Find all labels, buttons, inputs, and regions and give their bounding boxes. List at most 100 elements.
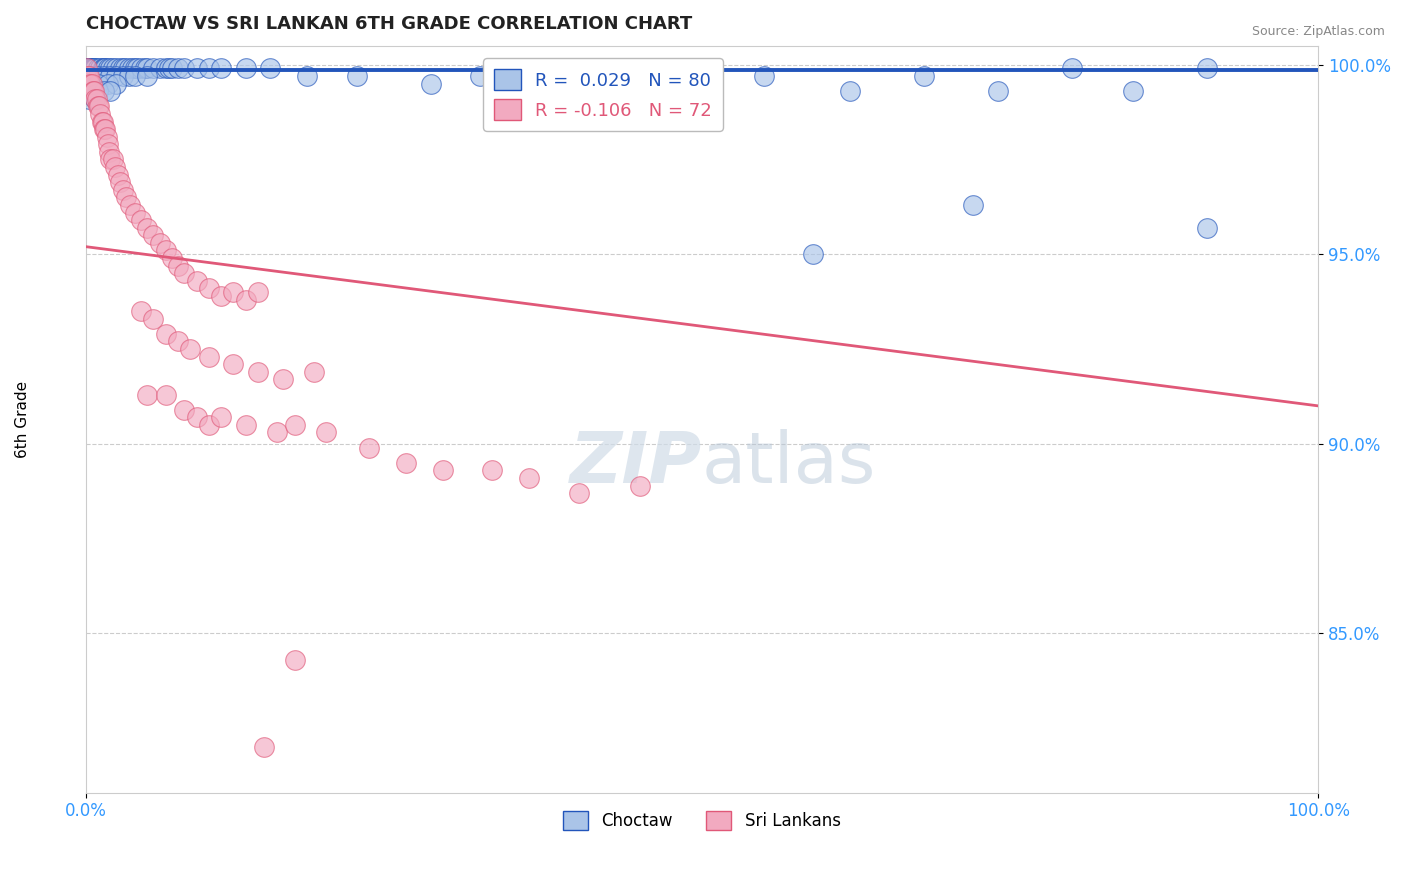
Point <box>121 62 143 76</box>
Point <box>136 69 159 83</box>
Point <box>155 387 177 401</box>
Point <box>247 285 270 300</box>
Point <box>186 62 208 76</box>
Point <box>432 463 454 477</box>
Point <box>198 417 221 432</box>
Point <box>222 285 245 300</box>
Point <box>148 235 170 250</box>
Point <box>77 69 100 83</box>
Point <box>167 334 190 349</box>
Point <box>77 92 100 106</box>
Point <box>129 62 152 76</box>
Point <box>142 228 165 243</box>
Point <box>186 274 208 288</box>
Point <box>93 69 115 83</box>
Point <box>568 486 591 500</box>
Point <box>801 247 824 261</box>
Point <box>96 129 118 144</box>
Point <box>136 387 159 401</box>
Point <box>97 77 120 91</box>
Point <box>87 99 110 113</box>
Point <box>79 77 101 91</box>
Point <box>111 183 134 197</box>
Point <box>987 84 1010 98</box>
Point <box>253 740 276 755</box>
Point <box>1060 62 1083 76</box>
Point <box>481 463 503 477</box>
Point <box>76 62 98 76</box>
Point <box>77 62 100 76</box>
Point <box>247 365 270 379</box>
Point <box>94 62 117 76</box>
Point <box>359 441 381 455</box>
Point <box>77 69 100 83</box>
Text: Source: ZipAtlas.com: Source: ZipAtlas.com <box>1251 25 1385 38</box>
Point <box>77 62 100 76</box>
Point <box>80 77 103 91</box>
Legend: Choctaw, Sri Lankans: Choctaw, Sri Lankans <box>557 804 848 837</box>
Point <box>395 456 418 470</box>
Point <box>198 62 221 76</box>
Point <box>297 69 319 83</box>
Point <box>111 62 134 76</box>
Text: CHOCTAW VS SRI LANKAN 6TH GRADE CORRELATION CHART: CHOCTAW VS SRI LANKAN 6TH GRADE CORRELAT… <box>86 15 692 33</box>
Point <box>118 69 141 83</box>
Point <box>173 402 195 417</box>
Point <box>568 69 591 83</box>
Point <box>97 62 120 76</box>
Point <box>160 62 183 76</box>
Point <box>912 69 935 83</box>
Point <box>752 69 775 83</box>
Point <box>155 244 177 258</box>
Point <box>506 84 529 98</box>
Point <box>101 153 124 167</box>
Y-axis label: 6th Grade: 6th Grade <box>15 381 30 458</box>
Point <box>1197 220 1219 235</box>
Point <box>98 145 121 159</box>
Point <box>235 62 257 76</box>
Point <box>209 410 232 425</box>
Point <box>83 62 105 76</box>
Point <box>179 342 201 356</box>
Point <box>124 69 146 83</box>
Point <box>108 62 131 76</box>
Point <box>108 175 131 189</box>
Point <box>127 62 149 76</box>
Point <box>198 350 221 364</box>
Point <box>136 62 159 76</box>
Point <box>167 62 190 76</box>
Point <box>1122 84 1144 98</box>
Point <box>80 77 103 91</box>
Point <box>124 205 146 219</box>
Point <box>419 77 441 91</box>
Point <box>98 69 121 83</box>
Point <box>76 62 98 76</box>
Point <box>142 62 165 76</box>
Point <box>155 326 177 341</box>
Point <box>98 84 121 98</box>
Point <box>98 62 121 76</box>
Point <box>84 92 107 106</box>
Point <box>111 69 134 83</box>
Point <box>118 198 141 212</box>
Point <box>142 311 165 326</box>
Point <box>101 62 124 76</box>
Point <box>302 365 325 379</box>
Point <box>167 259 190 273</box>
Point <box>87 77 110 91</box>
Point <box>271 372 294 386</box>
Point <box>198 281 221 295</box>
Point <box>134 62 156 76</box>
Point <box>1197 62 1219 76</box>
Point <box>266 425 288 440</box>
Point <box>838 84 860 98</box>
Point <box>114 62 136 76</box>
Point <box>284 653 307 667</box>
Point <box>86 92 108 106</box>
Point <box>235 293 257 307</box>
Point <box>346 69 368 83</box>
Text: ZIP: ZIP <box>569 429 702 499</box>
Point <box>124 62 146 76</box>
Point <box>160 251 183 265</box>
Point <box>93 122 115 136</box>
